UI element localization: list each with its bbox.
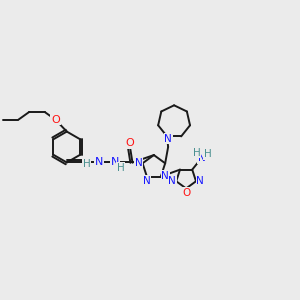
Text: N: N — [161, 171, 169, 181]
Text: N: N — [111, 158, 119, 167]
Text: O: O — [51, 115, 60, 125]
Text: H: H — [204, 149, 212, 160]
Text: N: N — [134, 158, 142, 168]
Text: N: N — [198, 153, 206, 163]
Text: N: N — [143, 176, 151, 186]
Text: N: N — [196, 176, 204, 186]
Text: H: H — [117, 163, 124, 173]
Text: O: O — [182, 188, 190, 198]
Text: H: H — [193, 148, 200, 158]
Text: N: N — [168, 176, 176, 186]
Text: O: O — [126, 138, 134, 148]
Text: N: N — [95, 158, 103, 167]
Text: H: H — [83, 159, 91, 169]
Text: N: N — [164, 134, 172, 144]
